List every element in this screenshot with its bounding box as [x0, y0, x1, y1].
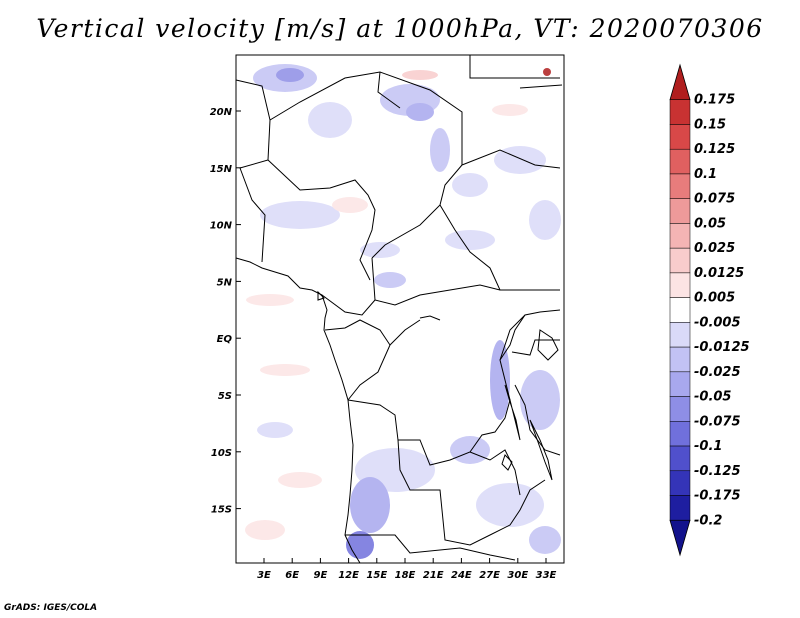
lakes: [317, 290, 559, 481]
lon-tick-label: 3E: [257, 570, 271, 581]
lat-tick-label: 10S: [211, 448, 232, 459]
colorbar-swatch: [669, 495, 691, 521]
colorbar-swatch: [669, 346, 691, 373]
colorbar-swatch: [669, 223, 691, 249]
colorbar-label: 0.15: [694, 117, 726, 132]
colorbar-swatch: [669, 99, 691, 125]
lat-tick-label: 20N: [210, 107, 233, 118]
colorbar-label: -0.125: [694, 464, 741, 479]
lon-tick-label: 24E: [451, 570, 472, 581]
colorbar-label: 0.125: [694, 142, 735, 157]
colorbar-label: 0.005: [694, 291, 735, 306]
colorbar-swatch: [669, 173, 691, 199]
lat-tick-label: 5S: [218, 391, 232, 402]
lon-tick-label: 12E: [338, 570, 359, 581]
lat-tick-label: 15S: [211, 505, 232, 516]
colorbar-swatch: [669, 297, 691, 323]
map-frame: [235, 54, 565, 564]
colorbar-label: -0.075: [694, 414, 741, 429]
credit-text: GrADS: IGES/COLA: [4, 603, 98, 613]
colorbar-bottom-arrow: [669, 519, 691, 557]
lat-tick-label: EQ: [217, 334, 233, 345]
colorbar-label: -0.005: [694, 315, 741, 330]
lon-tick-label: 6E: [285, 570, 299, 581]
plot-area: 3E 6E 9E 12E 15E 18E 21E 24E 27E 30E 33E 20N 15N 10N…: [210, 54, 565, 581]
colorbar-swatch: [669, 371, 691, 397]
colorbar-label: 0.0125: [694, 266, 744, 281]
lat-tick-label: 10N: [210, 221, 233, 232]
colorbar-label: -0.2: [694, 513, 722, 528]
colorbar-label: -0.0125: [694, 340, 750, 355]
colorbar-swatch: [669, 322, 691, 348]
colorbar-label: 0.1: [694, 167, 717, 182]
lon-tick-label: 18E: [395, 570, 416, 581]
colorbar-top-arrow: [669, 63, 691, 101]
plot-title: Vertical velocity [m/s] at 1000hPa, VT: …: [36, 14, 764, 43]
lon-tick-label: 27E: [479, 570, 500, 581]
colorbar-label: -0.05: [694, 390, 731, 405]
lon-tick-label: 15E: [366, 570, 387, 581]
colorbar-swatch: [669, 272, 691, 298]
lon-tick-label: 33E: [536, 570, 557, 581]
colorbar-label: 0.175: [694, 93, 735, 108]
longitude-axis: 3E 6E 9E 12E 15E 18E 21E 24E 27E 30E 33E: [257, 558, 557, 581]
latitude-axis: 20N 15N 10N 5N EQ 5S 10S 15S: [210, 107, 241, 516]
colorbar-label: 0.05: [694, 216, 726, 231]
colorbar-label: -0.175: [694, 489, 741, 504]
colorbar-label: 0.075: [694, 192, 735, 207]
lon-tick-label: 21E: [423, 570, 444, 581]
lon-tick-label: 30E: [507, 570, 528, 581]
lat-tick-label: 5N: [217, 277, 233, 288]
colorbar-label: 0.025: [694, 241, 735, 256]
colorbar-swatch: [669, 247, 691, 274]
colorbar-label: -0.1: [694, 439, 722, 454]
colorbar-swatch: [669, 148, 691, 175]
colorbar-swatch: [669, 421, 691, 447]
colorbar-swatch: [669, 124, 691, 150]
colorbar-label: -0.025: [694, 365, 741, 380]
lon-tick-label: 9E: [314, 570, 328, 581]
coastlines-borders: [235, 55, 563, 564]
colorbar-swatch: [669, 470, 691, 496]
colorbar-swatch: [669, 396, 691, 422]
lat-tick-label: 15N: [210, 164, 233, 175]
colorbar-swatch: [669, 198, 691, 224]
colorbar: 0.175 0.15 0.125 0.1 0.075 0.05 0.025 0.0125 0.0…: [669, 63, 750, 557]
colorbar-swatch: [669, 445, 691, 472]
